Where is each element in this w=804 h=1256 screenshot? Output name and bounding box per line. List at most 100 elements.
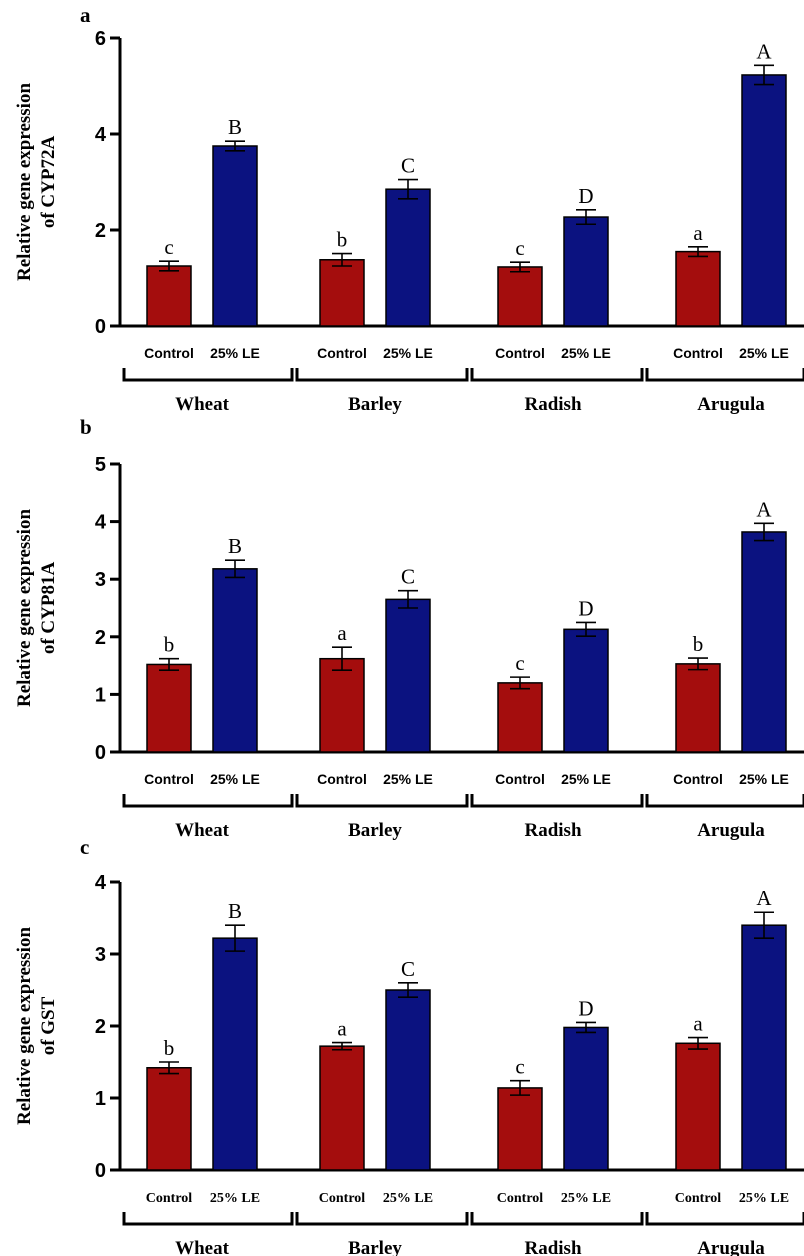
bar-control — [675, 250, 721, 327]
y-axis-label-line: Relative gene expression — [14, 509, 35, 707]
x-tick-label: 25% LE — [739, 1191, 789, 1206]
group-label: Wheat — [175, 394, 230, 415]
x-tick-label: 25% LE — [383, 345, 433, 361]
group-bracket — [122, 1212, 294, 1226]
bar-25le — [741, 531, 787, 753]
x-tick-label: 25% LE — [210, 1191, 260, 1206]
bar-25le — [212, 568, 258, 753]
group-label: Barley — [348, 394, 402, 415]
panel-label: c — [80, 835, 89, 859]
panel-label: a — [80, 3, 91, 27]
bar-control — [675, 1042, 721, 1171]
group-label: Arugula — [697, 820, 765, 841]
x-tick-label: Control — [675, 1191, 722, 1206]
bar-25le — [385, 598, 431, 753]
significance-letter: B — [228, 899, 242, 923]
significance-letter: D — [578, 184, 593, 208]
y-tick-label: 0 — [95, 316, 106, 338]
bar-25le — [741, 924, 787, 1171]
x-tick-label: 25% LE — [210, 345, 260, 361]
significance-letter: b — [693, 632, 704, 656]
y-axis-label-line: Relative gene expression — [14, 83, 35, 281]
chart-panel-c: c Relative gene expression of GST 0 1 2 3 4 b Con… — [14, 835, 804, 1256]
significance-letter: D — [578, 596, 593, 620]
y-tick-label: 1 — [95, 684, 106, 706]
significance-letter: D — [578, 996, 593, 1020]
y-tick-label: 6 — [95, 28, 106, 50]
x-tick-label: Control — [317, 345, 367, 361]
y-tick-label: 2 — [95, 1016, 106, 1038]
significance-letter: C — [401, 565, 415, 589]
significance-letter: b — [337, 228, 348, 252]
chart-panel-b: b Relative gene expression of CYP81A 0 1 2 3 4 5… — [14, 415, 804, 841]
significance-letter: a — [337, 1017, 347, 1041]
significance-letter: c — [515, 1055, 524, 1079]
y-axis-label-line: of CYP72A — [38, 136, 59, 229]
group-bracket — [122, 794, 294, 808]
y-tick-label: 4 — [95, 512, 107, 534]
y-tick-label: 0 — [95, 742, 106, 764]
group-label: Radish — [524, 820, 581, 841]
bar-25le — [385, 188, 431, 327]
x-tick-label: Control — [317, 771, 367, 787]
significance-letter: c — [515, 236, 524, 260]
bar-25le — [212, 937, 258, 1171]
group-bracket — [295, 368, 469, 382]
group-bracket — [645, 368, 804, 382]
group-bracket — [122, 368, 294, 382]
y-axis-label-line: Relative gene expression — [14, 927, 35, 1125]
y-tick-label: 0 — [95, 1160, 106, 1182]
group-bracket — [295, 794, 469, 808]
group-label: Arugula — [697, 394, 765, 415]
group-bracket — [470, 794, 644, 808]
x-tick-label: Control — [673, 771, 723, 787]
significance-letter: c — [515, 651, 524, 675]
bar-25le — [385, 989, 431, 1171]
bar-control — [319, 1045, 365, 1171]
group-label: Radish — [524, 394, 581, 415]
y-axis-label: Relative gene expression of GST — [14, 927, 59, 1125]
group-bracket — [470, 368, 644, 382]
x-tick-label: 25% LE — [739, 771, 789, 787]
x-tick-label: Control — [497, 1191, 544, 1206]
chart-panel-a: a Relative gene expression of CYP72A 0 2 4 6 c C… — [14, 3, 804, 415]
group-label: Wheat — [175, 820, 230, 841]
significance-letter: C — [401, 957, 415, 981]
bar-25le — [563, 628, 609, 753]
y-tick-label: 3 — [95, 569, 106, 591]
bar-control — [319, 657, 365, 753]
significance-letter: A — [756, 497, 772, 521]
bar-control — [319, 259, 365, 327]
group-label: Barley — [348, 820, 402, 841]
significance-letter: A — [756, 886, 772, 910]
y-tick-label: 4 — [95, 124, 107, 146]
y-axis-label-line: of CYP81A — [38, 562, 59, 655]
bar-25le — [563, 216, 609, 327]
panel-label: b — [80, 415, 92, 439]
group-bracket — [470, 1212, 644, 1226]
bar-control — [497, 682, 543, 753]
group-label: Arugula — [697, 1238, 765, 1256]
bar-25le — [563, 1026, 609, 1171]
y-axis-label: Relative gene expression of CYP81A — [14, 509, 59, 707]
group-bracket — [645, 1212, 804, 1226]
x-tick-label: Control — [144, 345, 194, 361]
significance-letter: B — [228, 534, 242, 558]
bar-control — [497, 1087, 543, 1171]
bar-control — [146, 1067, 192, 1171]
x-tick-label: 25% LE — [383, 1191, 433, 1206]
y-axis-label: Relative gene expression of CYP72A — [14, 83, 59, 281]
significance-letter: a — [337, 621, 347, 645]
y-tick-label: 2 — [95, 627, 106, 649]
y-tick-label: 3 — [95, 944, 106, 966]
x-tick-label: Control — [319, 1191, 366, 1206]
group-bracket — [295, 1212, 469, 1226]
significance-letter: B — [228, 115, 242, 139]
x-tick-label: 25% LE — [210, 771, 260, 787]
y-tick-label: 5 — [95, 454, 106, 476]
bar-control — [146, 265, 192, 327]
y-tick-label: 1 — [95, 1088, 106, 1110]
significance-letter: a — [693, 221, 703, 245]
x-tick-label: 25% LE — [561, 345, 611, 361]
x-tick-label: 25% LE — [561, 1191, 611, 1206]
